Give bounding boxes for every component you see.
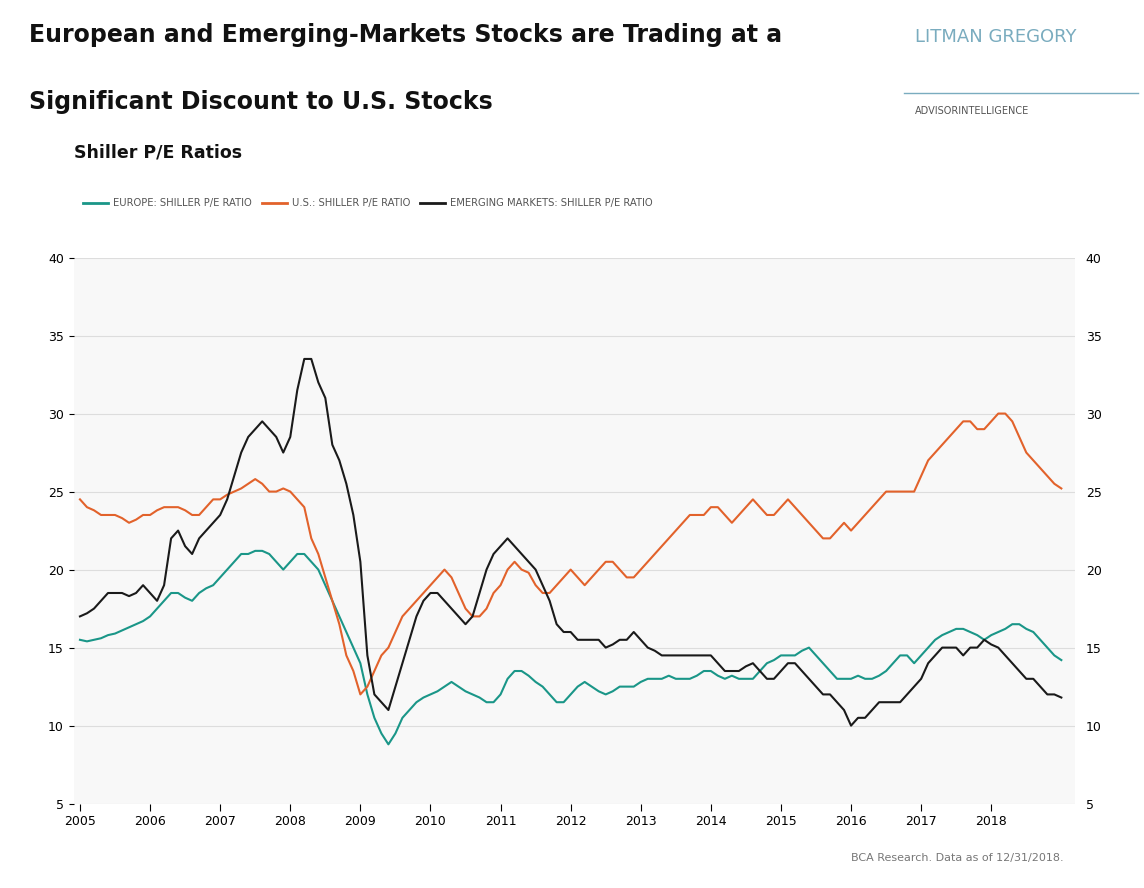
Text: BCA Research. Data as of 12/31/2018.: BCA Research. Data as of 12/31/2018. <box>851 853 1064 863</box>
Text: European and Emerging-Markets Stocks are Trading at a: European and Emerging-Markets Stocks are… <box>29 23 781 47</box>
Text: ADVISORINTELLIGENCE: ADVISORINTELLIGENCE <box>915 106 1030 115</box>
Text: Shiller P/E Ratios: Shiller P/E Ratios <box>74 144 243 162</box>
Legend: EUROPE: SHILLER P/E RATIO, U.S.: SHILLER P/E RATIO, EMERGING MARKETS: SHILLER P/: EUROPE: SHILLER P/E RATIO, U.S.: SHILLER… <box>79 194 657 212</box>
Text: LITMAN GREGORY: LITMAN GREGORY <box>915 28 1077 46</box>
Text: Significant Discount to U.S. Stocks: Significant Discount to U.S. Stocks <box>29 91 492 115</box>
